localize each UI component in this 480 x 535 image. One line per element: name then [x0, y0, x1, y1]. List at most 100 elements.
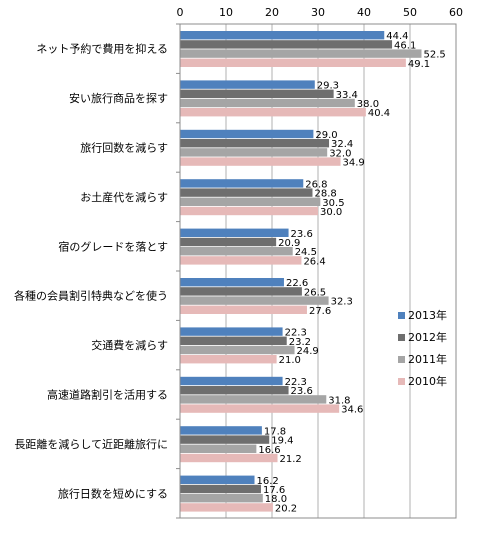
bar: [180, 305, 307, 314]
data-label: 26.4: [303, 256, 325, 267]
labels: 0 10 20 30 40 50 60 ネット予約で費用を抑える 44.446.1 52.549.…: [14, 6, 463, 514]
bar: [180, 355, 277, 364]
bar: [180, 49, 422, 58]
bar: [180, 206, 318, 216]
data-label: 26.5: [304, 287, 326, 298]
data-label: 17.6: [263, 485, 285, 496]
data-label: 40.4: [368, 108, 390, 119]
data-label: 23.6: [291, 386, 313, 397]
legend-swatch: [398, 378, 405, 385]
bar: [180, 296, 329, 305]
data-label: 32.0: [329, 148, 351, 159]
data-label: 30.5: [322, 198, 344, 209]
x-tick-label: 40: [357, 6, 371, 19]
category-label: 安い旅行商品を探す: [69, 91, 168, 105]
bar: [180, 139, 330, 148]
data-label: 23.6: [291, 229, 313, 240]
bar: [180, 89, 334, 98]
bar: [180, 237, 277, 247]
x-tick-label: 60: [449, 6, 463, 19]
data-label: 32.4: [331, 139, 353, 150]
legend: 2013年 2012年 2011年 2010年: [398, 308, 447, 388]
data-label: 19.4: [271, 436, 293, 447]
data-label: 24.9: [297, 346, 319, 357]
data-label: 16.6: [258, 445, 280, 456]
bar: [180, 386, 289, 395]
category-label: 旅行日数を短めにする: [58, 486, 168, 500]
category-label: 交通費を減らす: [91, 338, 168, 352]
legend-label: 2013年: [408, 308, 447, 322]
data-label: 20.9: [278, 238, 300, 249]
x-tick-label: 20: [265, 6, 279, 19]
bar: [180, 426, 262, 435]
bar: [180, 395, 327, 404]
legend-swatch: [398, 334, 405, 341]
category-label: 旅行回数を減らす: [80, 141, 168, 155]
category-label: お土産代を減らす: [80, 190, 168, 204]
bar: [180, 31, 385, 40]
x-tick-label: 0: [177, 6, 184, 19]
bar: [180, 58, 406, 67]
bar: [180, 287, 302, 296]
data-label: 24.5: [295, 247, 317, 258]
data-label: 29.0: [315, 130, 337, 141]
bar: [180, 278, 284, 287]
bar: [180, 228, 289, 237]
bar: [180, 503, 273, 512]
category-label: 高速道路割引を活用する: [47, 388, 168, 402]
category-label: 宿のグレードを落とす: [58, 239, 168, 253]
bar: [180, 256, 302, 265]
data-label: 18.0: [265, 494, 287, 505]
data-label: 26.8: [305, 179, 327, 190]
bar: [180, 157, 341, 166]
bar: [180, 435, 270, 444]
bars: [180, 31, 422, 512]
bar: [180, 453, 278, 463]
data-label: 46.1: [394, 40, 416, 51]
data-label: 27.6: [309, 306, 331, 317]
data-label: 23.2: [289, 337, 311, 348]
bar: [180, 247, 293, 256]
data-label: 21.2: [280, 454, 302, 465]
data-label: 17.8: [264, 426, 286, 437]
bar: [180, 404, 340, 413]
data-label: 21.0: [279, 355, 301, 366]
bar: [180, 475, 255, 484]
bar: [180, 336, 287, 345]
bar: [180, 188, 313, 197]
data-label: 20.2: [275, 503, 297, 514]
data-label: 32.3: [331, 297, 353, 308]
data-label: 49.1: [408, 59, 430, 70]
data-label: 28.8: [314, 189, 336, 200]
legend-label: 2011年: [408, 352, 447, 366]
category-label: ネット予約で費用を抑える: [36, 42, 168, 56]
data-label: 38.0: [357, 99, 379, 110]
data-label: 44.4: [386, 31, 408, 42]
data-label: 33.4: [336, 90, 358, 101]
data-label: 22.3: [285, 377, 307, 388]
bar: [180, 197, 321, 206]
data-label: 52.5: [424, 50, 446, 61]
legend-swatch: [398, 312, 405, 319]
data-label: 16.2: [257, 476, 279, 487]
bar: [180, 494, 263, 503]
bar: [180, 98, 355, 108]
data-label: 22.3: [285, 328, 307, 339]
x-tick-label: 10: [219, 6, 233, 19]
bar: [180, 179, 304, 188]
legend-swatch: [398, 356, 405, 363]
data-label: 22.6: [286, 278, 308, 289]
category-label: 長距離を減らして近距離旅行に: [14, 437, 168, 451]
bar: [180, 444, 257, 453]
bar: [180, 40, 393, 49]
bar: [180, 80, 315, 89]
x-tick-label: 50: [403, 6, 417, 19]
bar: [180, 345, 295, 355]
legend-label: 2010年: [408, 374, 447, 388]
data-label: 31.8: [328, 395, 350, 406]
axes: [176, 23, 457, 519]
category-label: 各種の会員割引特典などを使う: [14, 289, 168, 303]
legend-label: 2012年: [408, 330, 447, 344]
data-label: 30.0: [320, 207, 342, 218]
